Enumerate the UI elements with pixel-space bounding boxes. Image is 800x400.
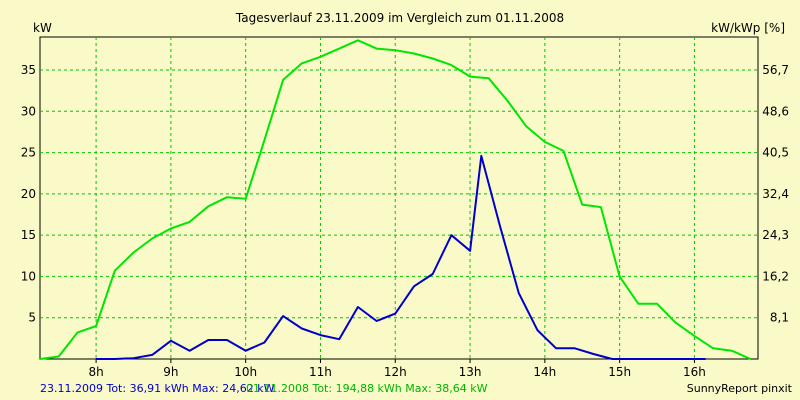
y-right-tick-label: 8,1 <box>770 311 789 325</box>
y-left-tick-label: 25 <box>21 146 36 160</box>
x-tick-label: 8h <box>88 365 103 379</box>
y-right-tick-label: 32,4 <box>762 187 789 201</box>
series1-summary: 23.11.2009 Tot: 36,91 kWh Max: 24,62 kW <box>40 382 275 395</box>
y-right-tick-label: 56,7 <box>762 63 789 77</box>
y-right-tick-label: 24,3 <box>762 228 789 242</box>
series-line-1 <box>96 154 706 360</box>
y-left-tick-label: 5 <box>28 311 36 325</box>
x-tick-label: 12h <box>384 365 407 379</box>
x-tick-label: 10h <box>234 365 257 379</box>
y-left-tick-label: 35 <box>21 63 36 77</box>
credit-label: SunnyReport pinxit <box>686 382 792 395</box>
y-right-tick-label: 16,2 <box>762 269 789 283</box>
x-tick-label: 9h <box>163 365 178 379</box>
y-axis-right-label: kW/kWp [%] <box>711 21 785 35</box>
y-left-tick-label: 20 <box>21 187 36 201</box>
y-left-tick-label: 15 <box>21 228 36 242</box>
series2-summary: 01.11.2008 Tot: 194,88 kWh Max: 38,64 kW <box>246 382 488 395</box>
chart-title: Tagesverlauf 23.11.2009 im Vergleich zum… <box>235 11 565 25</box>
x-tick-label: 14h <box>533 365 556 379</box>
y-left-tick-label: 10 <box>21 269 36 283</box>
y-axis-left-label: kW <box>33 21 52 35</box>
y-right-tick-label: 40,5 <box>762 146 789 160</box>
x-tick-label: 13h <box>459 365 482 379</box>
y-right-tick-label: 48,6 <box>762 104 789 118</box>
x-tick-label: 16h <box>683 365 706 379</box>
y-left-tick-label: 30 <box>21 104 36 118</box>
x-tick-label: 11h <box>309 365 332 379</box>
series-line-2 <box>39 39 751 360</box>
plot-frame <box>39 36 759 360</box>
x-tick-label: 15h <box>608 365 631 379</box>
